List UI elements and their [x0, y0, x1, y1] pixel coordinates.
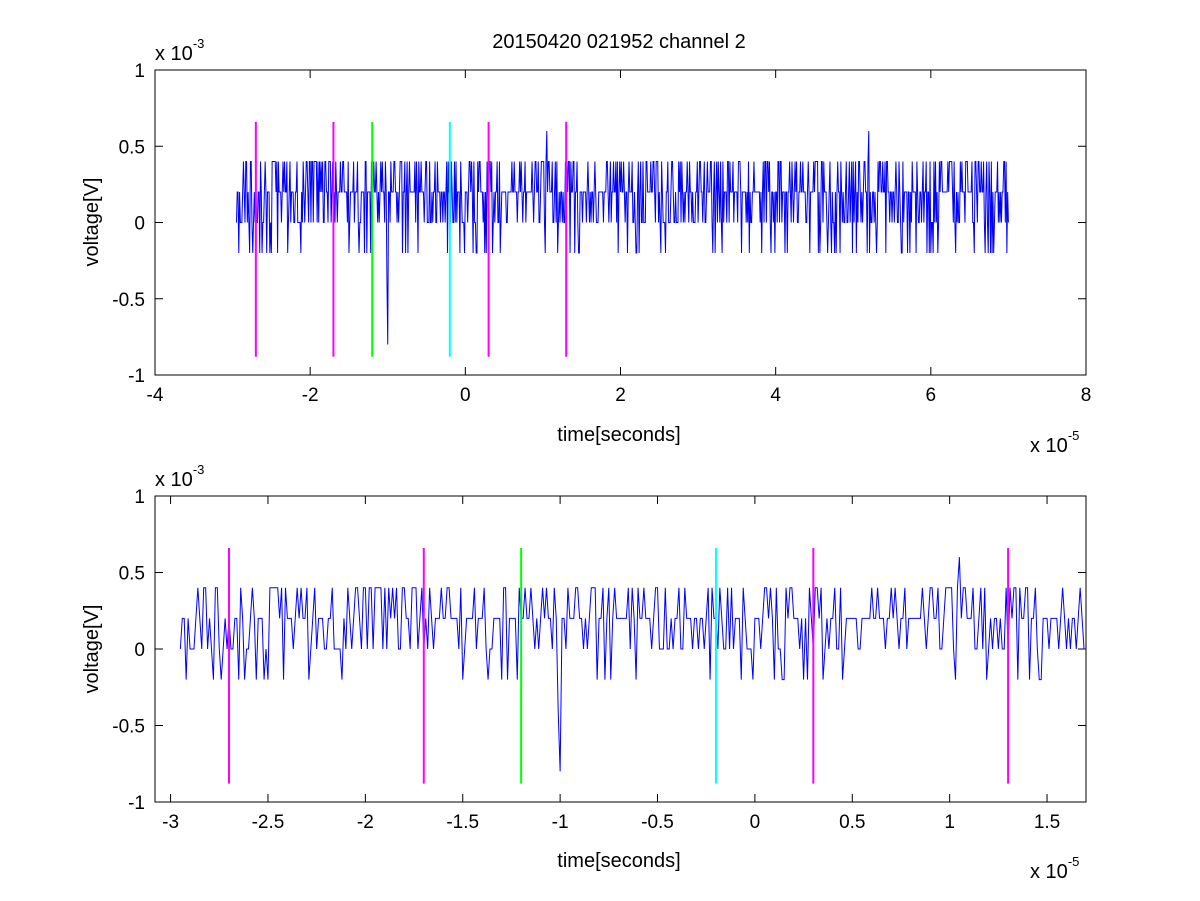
bottom-y-tick-label: -1: [128, 793, 145, 814]
top-voltage-trace: [235, 130, 1009, 345]
top-x-tick-label: -2: [302, 385, 319, 406]
top-event-markers: [254, 121, 568, 357]
bottom-axes-box: [154, 495, 1087, 803]
top-x-ticks: -4 -2 0 2 4 6 8: [147, 70, 1092, 406]
top-plot: -4 -2 0 2 4 6 8 -1 -0.5 0 0.5 1 time[seconds] volt…: [81, 36, 1091, 457]
bottom-x-tick-label: -3: [162, 812, 179, 833]
bottom-x-tick-label: 0.5: [839, 812, 865, 833]
top-trace-line: [235, 130, 1009, 345]
top-y-tick-label: -0.5: [112, 290, 145, 311]
top-y-tick-label: 1: [134, 61, 145, 82]
bottom-voltage-trace: [179, 557, 1086, 772]
bottom-y-tick-label: 0.5: [119, 564, 145, 585]
bottom-y-axis-label: voltage[V]: [81, 605, 103, 694]
top-y-exponent: x 10-3: [155, 36, 204, 65]
top-x-tick-label: 4: [770, 385, 781, 406]
bottom-y-tick-label: 0: [134, 640, 145, 661]
top-x-tick-label: -4: [147, 385, 164, 406]
bottom-x-tick-label: 1: [944, 812, 955, 833]
figure-title: 20150420 021952 channel 2: [492, 31, 746, 53]
bottom-x-ticks: -3 -2.5 -2 -1.5 -1 -0.5 0 0.5 1 1.5: [162, 496, 1060, 833]
top-x-tick-label: 2: [615, 385, 626, 406]
bottom-y-tick-label: -0.5: [112, 717, 145, 738]
bottom-x-tick-label: 1.5: [1034, 812, 1060, 833]
bottom-x-axis-label: time[seconds]: [557, 850, 680, 872]
top-x-exponent: x 10-5: [1030, 428, 1079, 457]
top-y-ticks: -1 -0.5 0 0.5 1: [112, 61, 1086, 387]
bottom-event-markers: [228, 548, 1010, 784]
bottom-x-exponent: x 10-5: [1030, 854, 1079, 883]
top-x-tick-label: 6: [926, 385, 937, 406]
bottom-x-tick-label: -2: [357, 812, 374, 833]
bottom-x-tick-label: -1: [552, 812, 569, 833]
bottom-trace-line: [179, 557, 1086, 772]
bottom-x-tick-label: -2.5: [252, 812, 285, 833]
top-y-axis-label: voltage[V]: [81, 178, 103, 267]
top-axes-box: [154, 69, 1087, 376]
bottom-x-tick-label: -0.5: [641, 812, 674, 833]
top-y-tick-label: 0.5: [119, 137, 145, 158]
top-x-tick-label: 8: [1081, 385, 1092, 406]
bottom-x-tick-label: -1.5: [446, 812, 479, 833]
top-y-tick-label: 0: [134, 214, 145, 235]
top-x-tick-label: 0: [460, 385, 471, 406]
bottom-y-ticks: -1 -0.5 0 0.5 1: [112, 487, 1086, 814]
bottom-y-exponent: x 10-3: [155, 462, 204, 491]
top-x-axis-label: time[seconds]: [557, 424, 680, 446]
top-y-tick-label: -1: [128, 366, 145, 387]
bottom-plot: -3 -2.5 -2 -1.5 -1 -0.5 0 0.5 1 1.5 -1 -0.5 0 0.5 1 t…: [81, 462, 1087, 883]
bottom-y-tick-label: 1: [134, 487, 145, 508]
bottom-x-tick-label: 0: [750, 812, 761, 833]
